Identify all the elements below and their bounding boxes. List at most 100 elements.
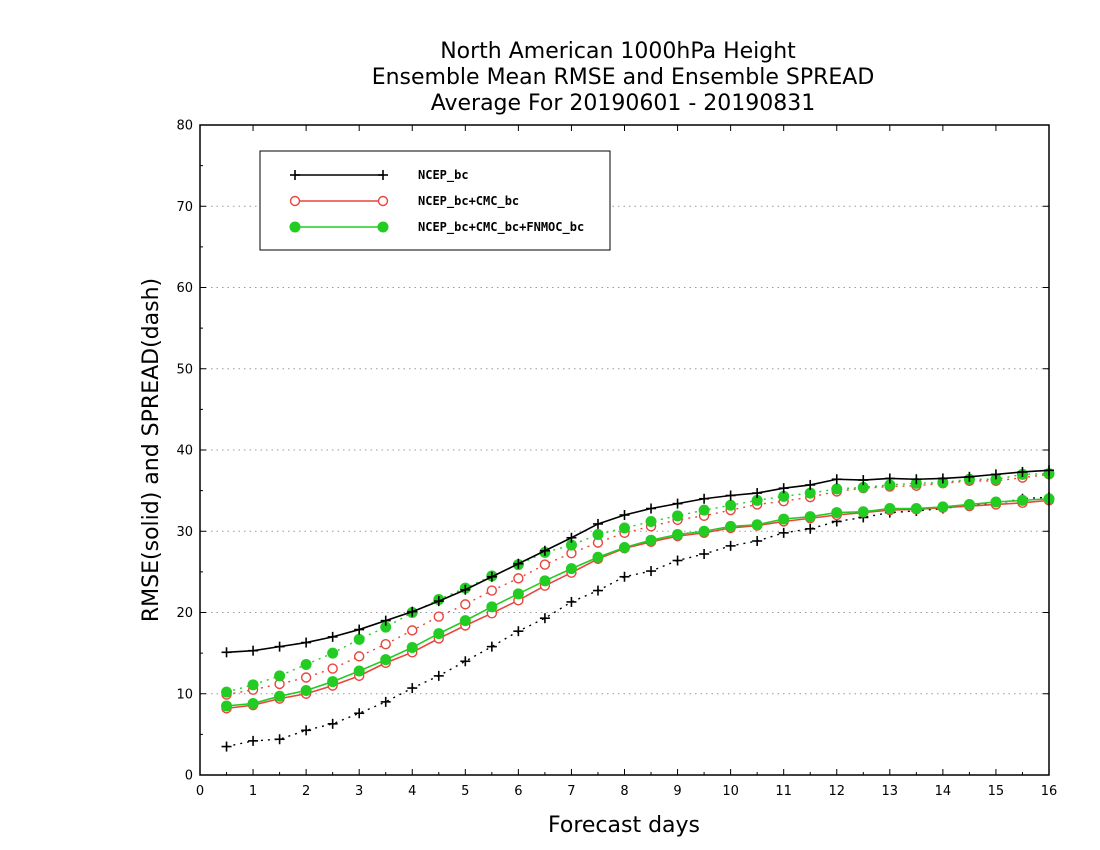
- x-tick-label: 1: [249, 784, 257, 799]
- rmse-point-ncep-bc-cmc-bc-fnmoc-bc: [539, 575, 551, 587]
- rmse-point-ncep-bc-cmc-bc-fnmoc-bc: [751, 519, 763, 531]
- rmse-lines: [221, 465, 1055, 714]
- spread-line-ncep-bc-cmc-bc-fnmoc-bc: [226, 472, 1050, 693]
- spread-point-ncep-bc: [513, 626, 524, 637]
- rmse-point-ncep-bc: [884, 473, 895, 484]
- title-line-2: Ensemble Mean RMSE and Ensemble SPREAD: [372, 65, 875, 90]
- rmse-point-ncep-bc: [433, 596, 444, 607]
- x-tick-label: 0: [196, 784, 204, 799]
- rmse-point-ncep-bc: [964, 471, 975, 482]
- spread-point-ncep-bc: [566, 596, 577, 607]
- spread-point-ncep-bc-cmc-bc: [380, 638, 391, 650]
- x-tick-label: 9: [673, 784, 681, 799]
- rmse-point-ncep-bc: [937, 473, 948, 484]
- y-tick-label: 10: [176, 687, 193, 702]
- rmse-point-ncep-bc-cmc-bc-fnmoc-bc: [831, 507, 843, 519]
- rmse-point-ncep-bc: [566, 532, 577, 543]
- legend-marker: [378, 170, 388, 180]
- spread-point-ncep-bc: [248, 735, 259, 746]
- spread-point-ncep-bc: [327, 718, 338, 729]
- rmse-point-ncep-bc: [327, 631, 338, 642]
- rmse-point-ncep-bc: [672, 498, 683, 509]
- y-tick-label: 20: [176, 606, 193, 621]
- chart-title: North American 1000hPa Height Ensemble M…: [372, 39, 875, 116]
- spread-point-ncep-bc-cmc-bc-fnmoc-bc: [698, 504, 710, 516]
- rmse-point-ncep-bc: [990, 469, 1001, 480]
- spread-point-ncep-bc-cmc-bc-fnmoc-bc: [300, 659, 312, 670]
- spread-point-ncep-bc-cmc-bc: [460, 599, 471, 610]
- rmse-point-ncep-bc-cmc-bc-fnmoc-bc: [910, 503, 922, 514]
- x-tick-label: 4: [408, 784, 416, 799]
- rmse-line-ncep-bc: [226, 469, 1050, 654]
- spread-point-ncep-bc: [646, 566, 657, 577]
- rmse-point-ncep-bc-cmc-bc-fnmoc-bc: [221, 700, 233, 712]
- rmse-point-ncep-bc: [274, 641, 285, 652]
- x-tick-label: 10: [722, 784, 739, 799]
- y-tick-label: 80: [176, 119, 193, 134]
- rmse-point-ncep-bc-cmc-bc-fnmoc-bc: [380, 654, 392, 666]
- rmse-point-ncep-bc-cmc-bc-fnmoc-bc: [698, 525, 710, 537]
- y-tick-label: 70: [176, 200, 193, 215]
- rmse-point-ncep-bc: [539, 545, 550, 556]
- spread-point-ncep-bc-cmc-bc-fnmoc-bc: [247, 679, 259, 691]
- rmse-point-ncep-bc-cmc-bc-fnmoc-bc: [459, 615, 471, 627]
- rmse-point-ncep-bc: [778, 483, 789, 494]
- rmse-point-ncep-bc-cmc-bc-fnmoc-bc: [804, 511, 816, 523]
- x-tick-label: 14: [935, 784, 952, 799]
- spread-point-ncep-bc: [539, 613, 550, 624]
- spread-point-ncep-bc: [460, 656, 471, 667]
- rmse-point-ncep-bc: [407, 606, 418, 617]
- title-line-3: Average For 20190601 - 20190831: [431, 91, 816, 116]
- rmse-point-ncep-bc-cmc-bc-fnmoc-bc: [592, 551, 604, 563]
- rmse-point-ncep-bc: [752, 488, 763, 499]
- spread-point-ncep-bc: [778, 527, 789, 538]
- spread-point-ncep-bc: [805, 523, 816, 534]
- legend-entry-ncep-bc: NCEP_bc: [290, 168, 469, 183]
- spread-point-ncep-bc: [354, 708, 365, 719]
- rmse-point-ncep-bc-cmc-bc-fnmoc-bc: [433, 628, 445, 640]
- spread-point-ncep-bc: [433, 670, 444, 681]
- rmse-point-ncep-bc: [460, 584, 471, 595]
- legend-entry-ncep-bc-cmc-bc-fnmoc-bc: NCEP_bc+CMC_bc+FNMOC_bc: [289, 220, 584, 235]
- spread-point-ncep-bc-cmc-bc-fnmoc-bc: [353, 633, 365, 645]
- x-tick-label: 16: [1041, 784, 1058, 799]
- x-tick-label: 5: [461, 784, 469, 799]
- legend-marker: [289, 195, 301, 207]
- rmse-point-ncep-bc-cmc-bc-fnmoc-bc: [963, 498, 975, 510]
- spread-point-ncep-bc-cmc-bc-fnmoc-bc: [672, 510, 684, 522]
- x-tick-label: 8: [620, 784, 628, 799]
- rmse-point-ncep-bc-cmc-bc-fnmoc-bc: [327, 676, 339, 688]
- rmse-point-ncep-bc-cmc-bc-fnmoc-bc: [274, 690, 286, 702]
- spread-point-ncep-bc-cmc-bc: [433, 611, 444, 622]
- y-axis: 0 10 20 30 40 50 60 70 80: [176, 119, 1049, 784]
- spread-point-ncep-bc: [407, 683, 418, 694]
- x-tick-label: 3: [355, 784, 363, 799]
- x-axis: 0 1 2 3 4 5 6 7 8 9 10 11 12 13 14 15 16: [196, 125, 1057, 799]
- rmse-point-ncep-bc: [805, 479, 816, 490]
- rmse-point-ncep-bc: [619, 510, 630, 520]
- rmse-point-ncep-bc: [725, 490, 736, 501]
- rmse-point-ncep-bc-cmc-bc-fnmoc-bc: [645, 534, 657, 546]
- x-tick-label: 13: [882, 784, 899, 799]
- spread-point-ncep-bc-cmc-bc-fnmoc-bc: [645, 516, 657, 527]
- rmse-point-ncep-bc-cmc-bc-fnmoc-bc: [300, 685, 312, 696]
- rmse-point-ncep-bc-cmc-bc-fnmoc-bc: [672, 529, 684, 540]
- spread-point-ncep-bc-cmc-bc: [327, 663, 338, 674]
- spread-point-ncep-bc: [699, 549, 710, 559]
- rmse-point-ncep-bc-cmc-bc-fnmoc-bc: [486, 601, 498, 613]
- spread-point-ncep-bc: [619, 571, 630, 582]
- title-line-1: North American 1000hPa Height: [440, 39, 796, 64]
- legend-marker: [377, 195, 389, 207]
- rmse-point-ncep-bc: [646, 503, 657, 514]
- rmse-point-ncep-bc-cmc-bc-fnmoc-bc: [353, 665, 365, 677]
- spread-point-ncep-bc-cmc-bc-fnmoc-bc: [619, 522, 630, 534]
- legend-box: [259, 150, 611, 251]
- y-tick-label: 40: [176, 444, 193, 459]
- y-tick-label: 30: [176, 525, 193, 540]
- spread-point-ncep-bc: [221, 741, 232, 752]
- spread-point-ncep-bc-cmc-bc-fnmoc-bc: [221, 686, 233, 698]
- spread-point-ncep-bc-cmc-bc-fnmoc-bc: [327, 647, 339, 659]
- spread-point-ncep-bc: [274, 734, 285, 745]
- spread-point-ncep-bc-cmc-bc: [407, 625, 418, 636]
